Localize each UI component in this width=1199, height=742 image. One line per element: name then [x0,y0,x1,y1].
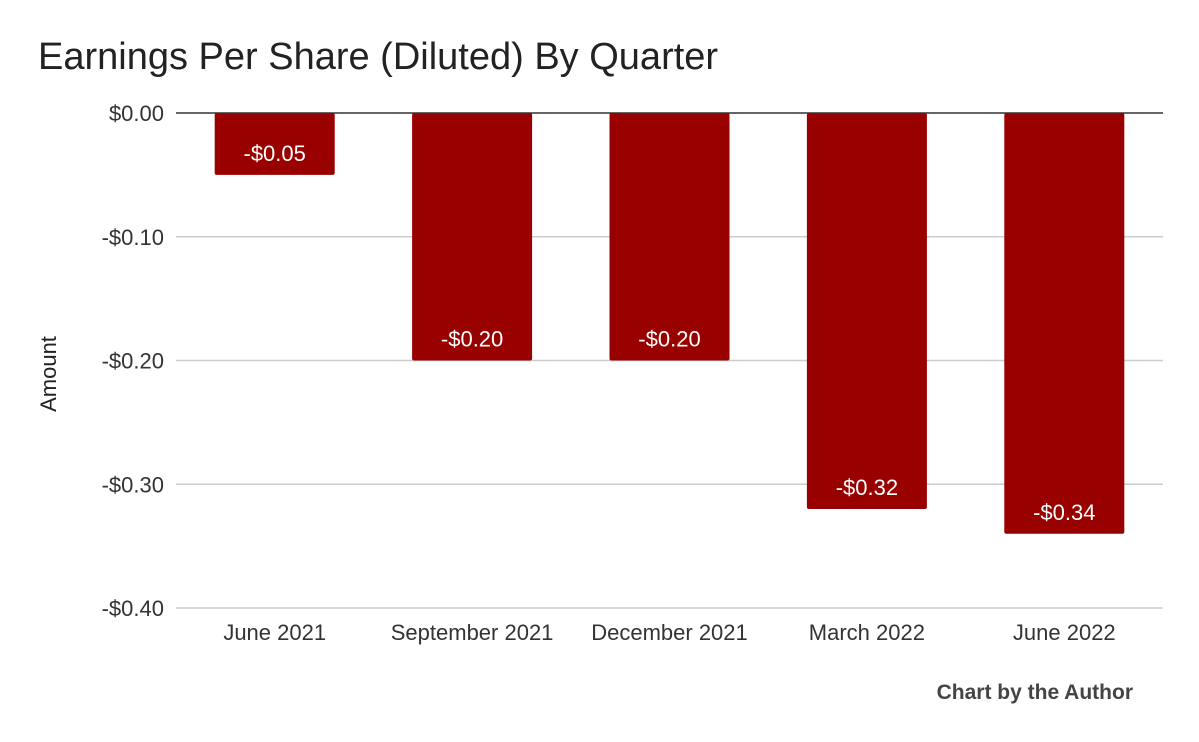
bars [214,113,1125,534]
x-tick-label: June 2021 [223,620,326,645]
x-tick-label: June 2022 [1013,620,1116,645]
x-tick-label: December 2021 [591,620,748,645]
chart-title: Earnings Per Share (Diluted) By Quarter [38,36,718,78]
data-label: -$0.20 [441,327,503,352]
bar [806,113,927,509]
y-tick-label: -$0.30 [102,472,164,497]
x-tick-label: March 2022 [809,620,925,645]
bar [1004,113,1125,534]
y-axis-label: Amount [36,336,61,412]
y-tick-label: -$0.40 [102,596,164,621]
y-tick-label: $0.00 [109,101,164,126]
x-tick-label: September 2021 [391,620,554,645]
bar [412,113,533,361]
x-tick-labels: June 2021 September 2021 December 2021 Marc… [223,620,1115,645]
y-tick-label: -$0.10 [102,225,164,250]
data-label: -$0.32 [836,475,898,500]
y-tick-label: -$0.20 [102,349,164,374]
bar [214,113,335,175]
data-label: -$0.34 [1033,500,1095,525]
data-label: -$0.20 [638,327,700,352]
data-label: -$0.05 [244,141,306,166]
y-tick-labels: $0.00 -$0.10 -$0.20 -$0.30 -$0.40 [102,101,164,621]
data-labels: -$0.05 -$0.20 -$0.20 -$0.32 -$0.34 [244,141,1096,525]
bar [609,113,730,361]
source-note: Chart by the Author [937,681,1133,704]
